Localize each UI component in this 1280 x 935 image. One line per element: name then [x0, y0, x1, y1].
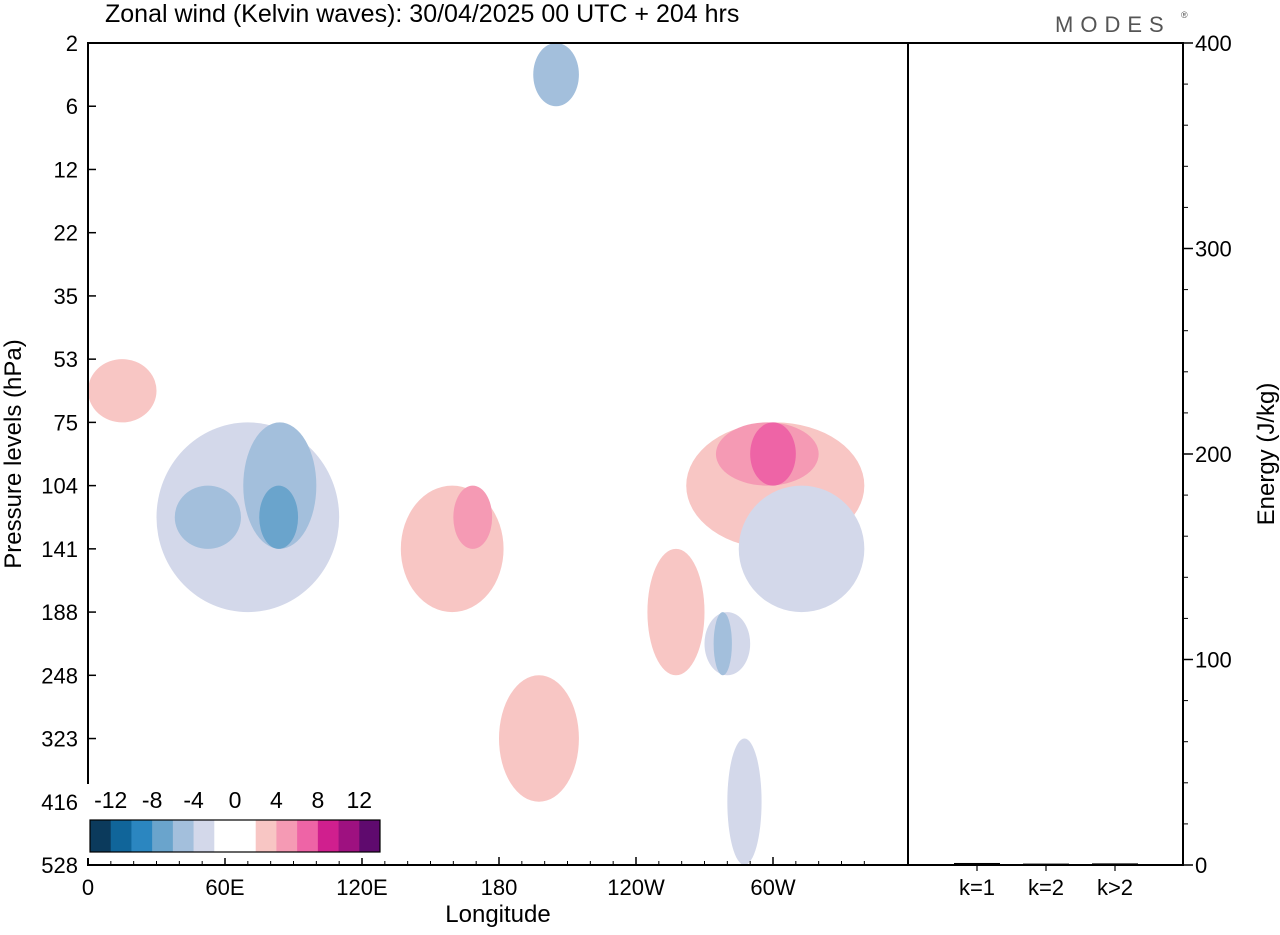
y-tick-label-3: 22: [54, 221, 78, 246]
colorbar-label-0: -12: [94, 787, 127, 813]
brand-logo-mark: ®: [1181, 10, 1188, 20]
y-tick-label-6: 75: [54, 410, 78, 435]
heatmap-axes: 0 60E 120E 180 120W 60W 2 6 12 22 35 53 75 104 141 188 2…: [41, 31, 865, 900]
y-tick-label-8: 141: [41, 537, 78, 562]
heatmap-region-0: [88, 359, 157, 423]
heatmap-region-5: [750, 422, 796, 486]
energy-x-label-2: k>2: [1097, 875, 1133, 900]
colorbar-swatch-7: [235, 820, 257, 852]
heatmap-region-2: [453, 485, 493, 549]
colorbar-label-1: -8: [142, 787, 162, 813]
energy-tick-label-0: 0: [1195, 853, 1207, 878]
x-tick-label-5: 60W: [750, 875, 795, 900]
heatmap-region-9: [174, 485, 241, 549]
colorbar-frame: [89, 819, 381, 853]
colorbar-label-6: 12: [346, 787, 372, 813]
y-tick-label-1: 6: [66, 94, 78, 119]
x-tick-label-3: 180: [481, 875, 518, 900]
heatmap-region-6: [647, 548, 705, 676]
energy-x-label-1: k=2: [1028, 875, 1064, 900]
x-tick-label-4: 120W: [607, 875, 665, 900]
heatmap-region-15: [727, 738, 762, 865]
y-tick-label-10: 248: [41, 663, 78, 688]
y-tick-label-7: 104: [41, 474, 78, 499]
energy-tick-label-2: 200: [1195, 442, 1232, 467]
colorbar-label-2: -4: [183, 787, 204, 813]
colorbar-swatch-5: [193, 820, 215, 852]
heatmap-region-16: [533, 43, 579, 107]
heatmap-layer: [88, 43, 865, 865]
energy-bar-1: [1023, 863, 1069, 866]
chart-title: Zonal wind (Kelvin waves): 30/04/2025 00…: [105, 0, 739, 28]
x-tick-label-0: 0: [82, 875, 94, 900]
energy-axis-label: Energy (J/kg): [1253, 383, 1280, 526]
energy-tick-label-4: 400: [1195, 31, 1232, 56]
y-tick-label-0: 2: [66, 31, 78, 56]
energy-panel: 0 100 200 300 400 k=1 k=2 k>2: [954, 31, 1232, 900]
colorbar-swatch-1: [110, 820, 132, 852]
y-tick-label-5: 53: [54, 347, 78, 372]
colorbar-swatch-11: [317, 820, 339, 852]
y-tick-label-12: 416: [41, 790, 78, 815]
colorbar-swatch-3: [152, 820, 174, 852]
colorbar-swatch-9: [276, 820, 298, 852]
energy-bar-0: [954, 862, 1000, 865]
y-tick-label-4: 35: [54, 284, 78, 309]
y-tick-label-13: 528: [41, 853, 78, 878]
energy-tick-label-1: 100: [1195, 648, 1232, 673]
colorbar-swatch-12: [338, 820, 360, 852]
x-tick-label-2: 120E: [336, 875, 387, 900]
colorbar-swatch-6: [214, 820, 236, 852]
energy-frame: [907, 42, 1184, 866]
brand-logo-text: MODES: [1055, 12, 1171, 37]
colorbar-swatch-2: [131, 820, 153, 852]
colorbar-swatch-0: [90, 820, 112, 852]
energy-tick-label-3: 300: [1195, 237, 1232, 262]
colorbar-swatch-10: [297, 820, 319, 852]
colorbar-swatch-4: [172, 820, 194, 852]
x-axis-label: Longitude: [445, 901, 550, 928]
heatmap-region-12: [738, 485, 865, 613]
energy-x-label-0: k=1: [959, 875, 995, 900]
colorbar: -12 -8 -4 0 4 8 12: [87, 784, 383, 858]
heatmap-region-14: [713, 612, 732, 676]
y-axis-label: Pressure levels (hPa): [0, 339, 27, 568]
colorbar-label-5: 8: [311, 787, 324, 813]
y-tick-label-2: 12: [54, 157, 78, 182]
x-tick-label-1: 60E: [205, 875, 244, 900]
colorbar-swatch-13: [359, 820, 381, 852]
colorbar-label-3: 0: [229, 787, 242, 813]
colorbar-label-4: 4: [270, 787, 283, 813]
colorbar-swatch-8: [255, 820, 277, 852]
heatmap-region-7: [498, 675, 579, 802]
y-tick-label-9: 188: [41, 600, 78, 625]
heatmap-region-11: [259, 485, 299, 549]
energy-bar-2: [1092, 863, 1138, 866]
y-tick-label-11: 323: [41, 727, 78, 752]
